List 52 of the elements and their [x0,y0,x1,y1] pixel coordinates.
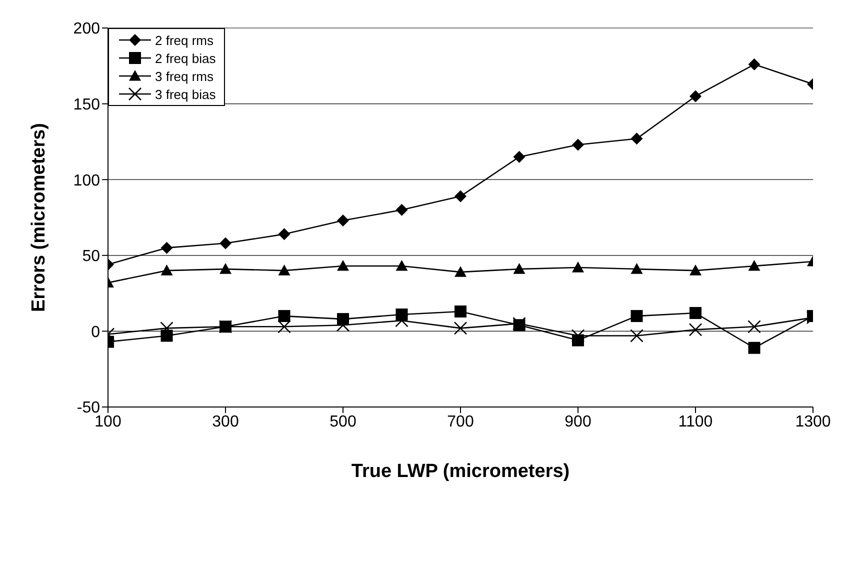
point [571,329,585,342]
y-tick-label: 50 [82,248,100,266]
x-tick-label: 900 [564,413,592,430]
point [690,90,702,102]
point [278,320,291,334]
point [220,263,232,274]
point [690,307,702,320]
point [572,262,584,272]
point [630,310,643,322]
x-tick-label: 300 [212,413,239,430]
point [454,266,466,277]
y-axis-title: Errors (micrometers) [28,122,50,312]
point [278,264,290,276]
point [160,322,174,335]
legend-label: 3 freq bias [155,86,216,102]
point [454,322,468,335]
y-tick-label: 0 [91,324,100,341]
point [160,264,173,276]
legend-label: 2 freq bias [155,50,216,66]
legend-label: 2 freq rms [155,32,214,48]
point [572,138,584,151]
x-tick-label: 700 [447,413,474,430]
point [630,263,643,274]
point [748,260,760,271]
point [748,58,760,70]
point [512,316,526,330]
point [513,263,526,274]
y-tick-label: 100 [73,172,100,190]
point [160,242,173,254]
point [513,150,526,163]
point [278,228,290,240]
point [630,132,643,145]
point [220,237,232,250]
x-axis-title: True LWP (micrometers) [351,461,570,482]
point [454,190,466,202]
y-tick-label: 150 [73,96,100,114]
point [748,342,760,354]
point [337,214,349,227]
point [337,260,349,271]
point [454,305,466,318]
point [688,323,702,336]
point [396,204,408,216]
point [690,264,702,276]
x-tick-label: 1300 [795,413,831,430]
point [748,320,761,334]
point [396,260,408,271]
x-tick-label: 500 [330,413,356,430]
y-tick-label: 200 [73,20,100,38]
point [630,329,644,342]
x-tick-label: 1100 [678,413,713,430]
point [278,310,290,322]
legend-label: 3 freq rms [155,68,214,84]
